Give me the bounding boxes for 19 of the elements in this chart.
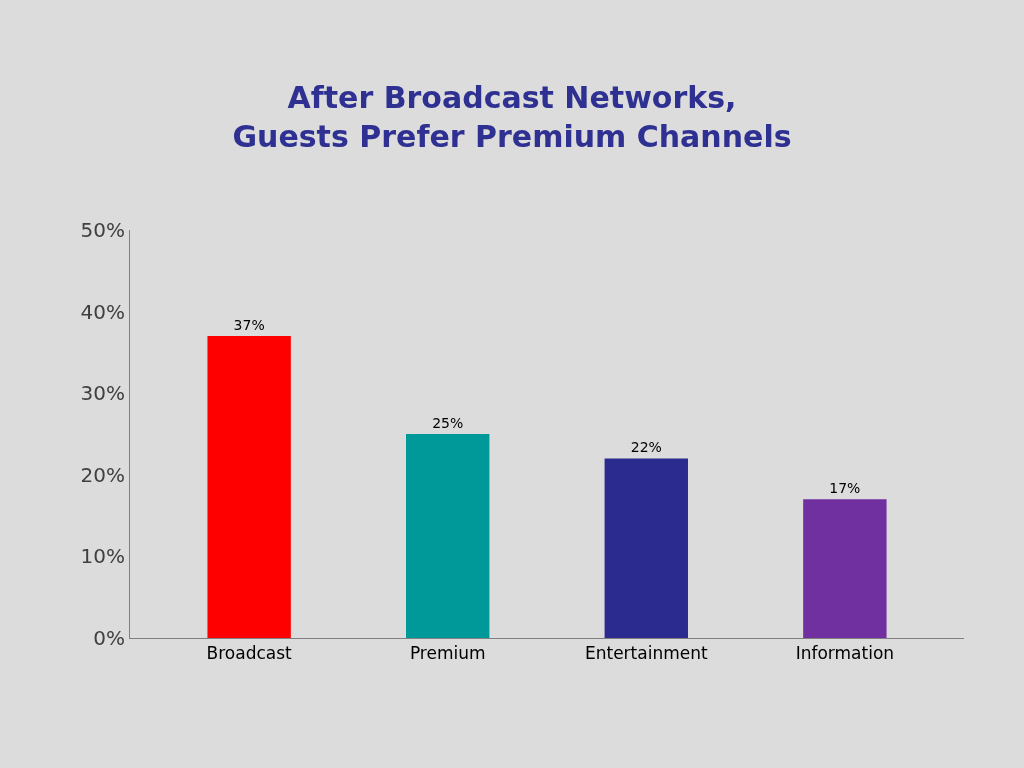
bar (604, 458, 688, 638)
y-tick-label: 0% (93, 626, 125, 650)
bar (803, 499, 887, 638)
data-label: 17% (829, 480, 861, 497)
x-tick-label: Broadcast (206, 643, 293, 664)
data-label: 25% (432, 415, 464, 431)
y-tick-label: 10% (80, 544, 125, 569)
y-tick-label: 40% (80, 299, 125, 324)
y-tick-label: 30% (80, 381, 125, 406)
y-tick-label: 20% (80, 462, 125, 487)
data-label: 22% (630, 439, 662, 456)
bar (406, 434, 490, 638)
y-tick-label: 50% (80, 218, 125, 242)
chart-title: After Broadcast Networks, Guests Prefer Premium Channels (232, 79, 792, 154)
data-label: 37% (233, 317, 265, 334)
x-tick-label: Entertainment (584, 643, 708, 664)
x-tick-label: Premium (409, 643, 486, 664)
bar (207, 336, 291, 638)
x-tick-label: Information (795, 643, 895, 664)
